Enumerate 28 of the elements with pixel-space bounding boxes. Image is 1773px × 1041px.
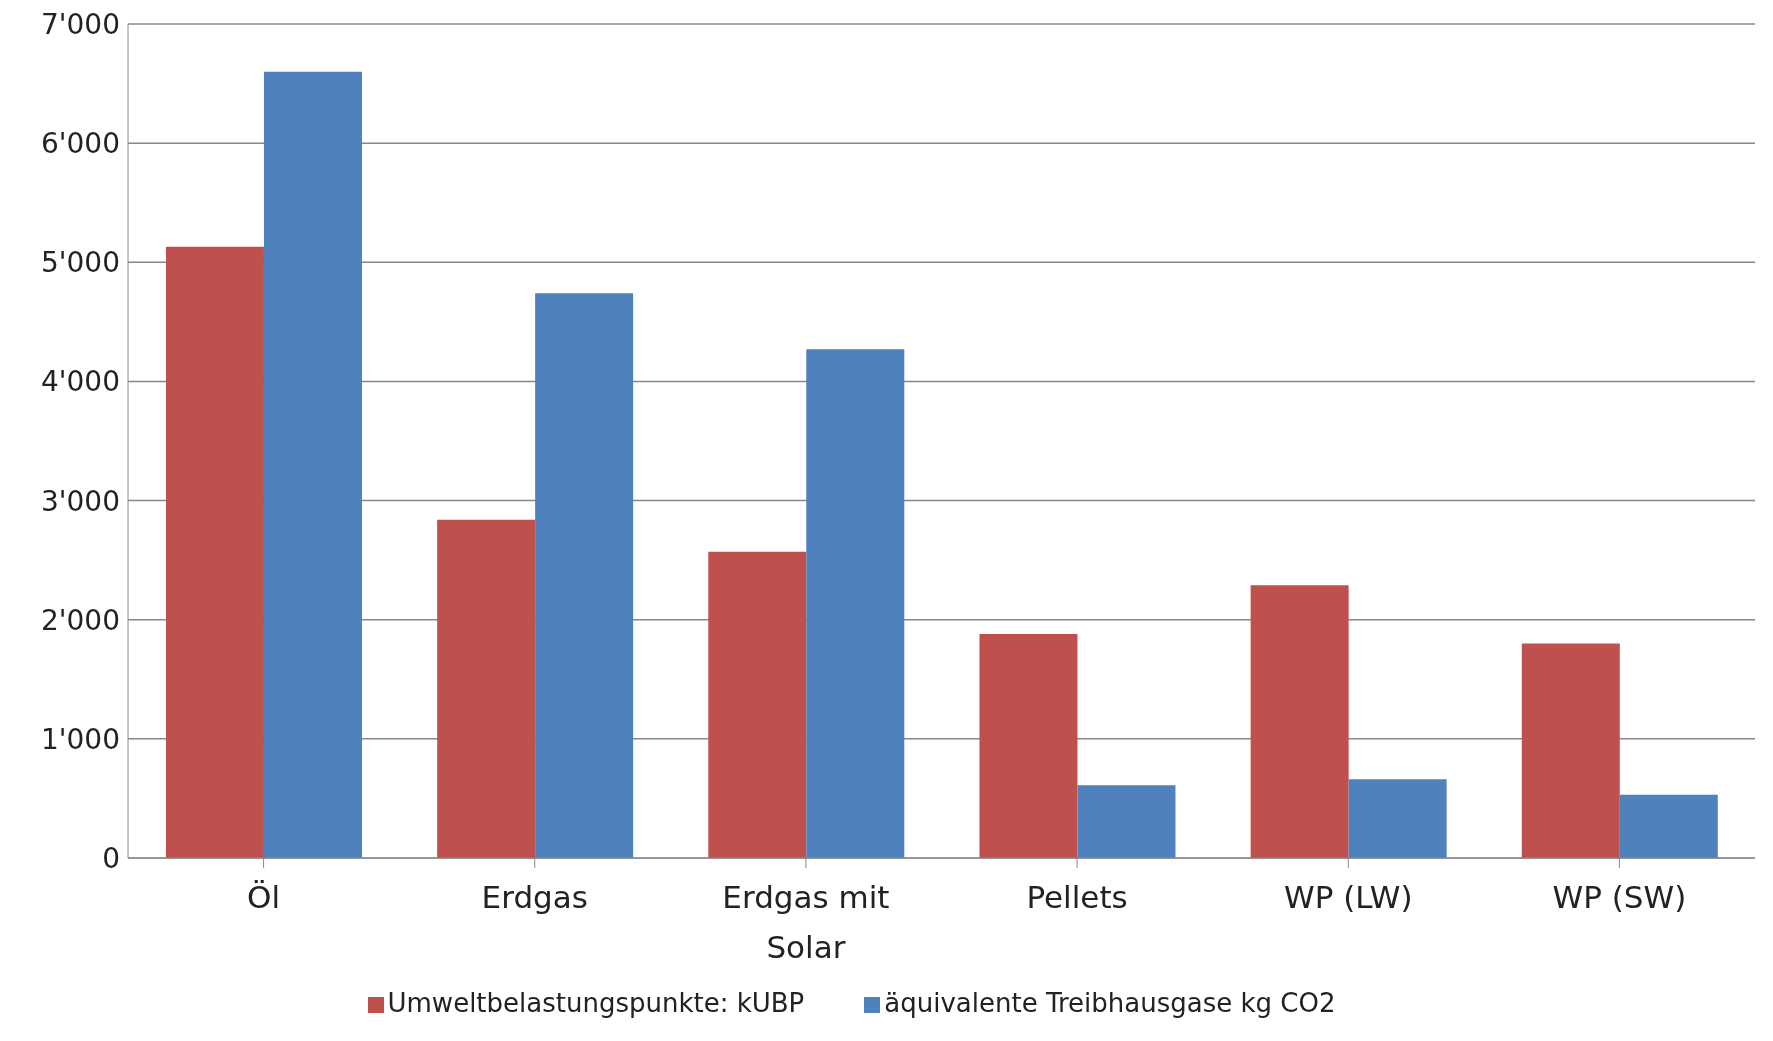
y-tick-label: 7'000 xyxy=(41,7,120,41)
y-tick-label: 6'000 xyxy=(41,127,120,161)
bar xyxy=(1250,585,1349,858)
y-tick-label: 2'000 xyxy=(41,603,120,637)
bar xyxy=(437,519,536,858)
x-tick-label: WP (SW) xyxy=(1552,879,1687,915)
x-tick-label: Erdgas mit Solar xyxy=(722,879,890,965)
bar xyxy=(1619,794,1718,858)
y-tick-label: 4'000 xyxy=(41,365,120,399)
bar xyxy=(1348,779,1447,858)
x-tick-label: Erdgas xyxy=(481,879,588,915)
bar xyxy=(535,293,634,858)
legend-label: äquivalente Treibhausgase kg CO2 xyxy=(884,988,1336,1018)
y-tick-label: 3'000 xyxy=(41,484,120,518)
x-tick-label: Öl xyxy=(247,879,281,915)
legend-label: Umweltbelastungspunkte: kUBP xyxy=(387,988,805,1018)
bar xyxy=(1521,643,1620,858)
bar xyxy=(979,634,1078,858)
x-tick-label: WP (LW) xyxy=(1284,879,1413,915)
y-tick-label: 5'000 xyxy=(41,246,120,280)
bar xyxy=(806,349,905,858)
bar xyxy=(1077,785,1176,858)
bar xyxy=(263,71,362,858)
y-tick-label: 0 xyxy=(102,841,120,875)
bar xyxy=(165,246,264,858)
bar xyxy=(708,551,807,858)
y-tick-label: 1'000 xyxy=(41,722,120,756)
x-tick-label: Pellets xyxy=(1026,879,1128,915)
